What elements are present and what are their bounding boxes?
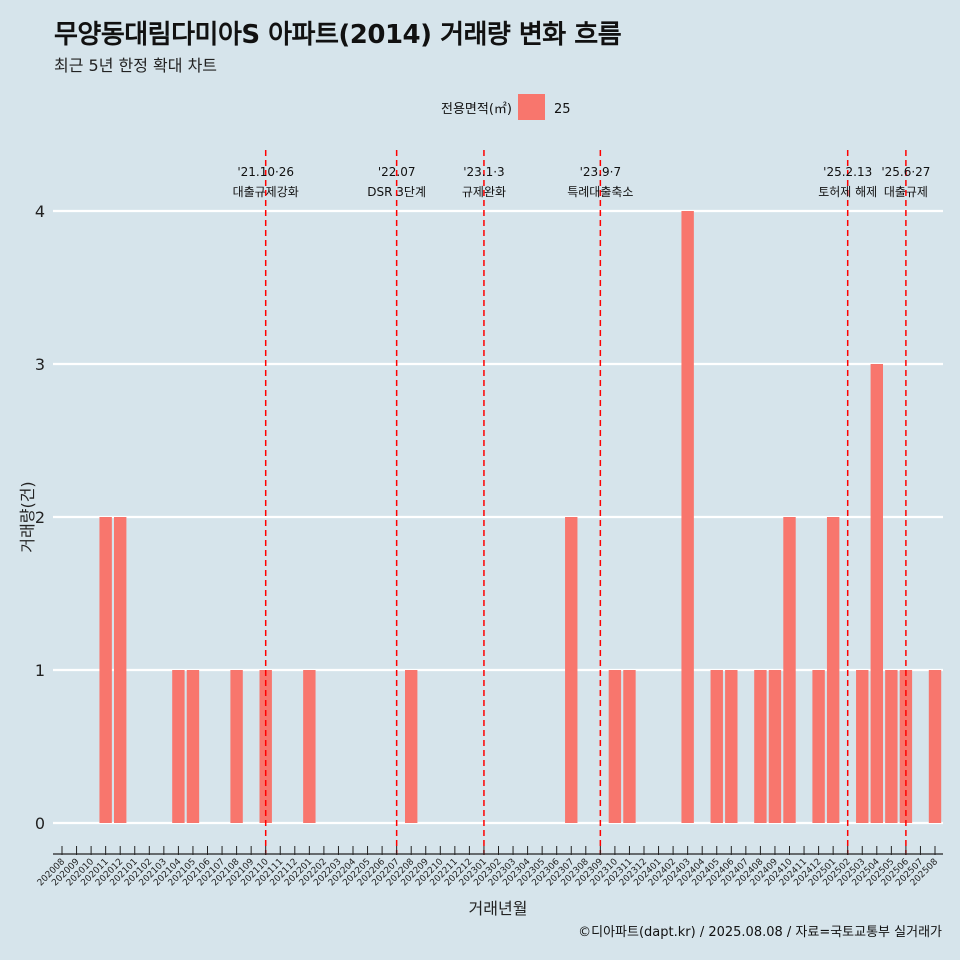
y-tick-label: 4	[35, 202, 45, 221]
bar	[623, 670, 636, 823]
chart-subtitle: 최근 5년 한정 확대 차트	[54, 56, 218, 75]
event-date-label: '23.1·3	[463, 165, 504, 179]
bar	[885, 670, 898, 823]
legend-title: 전용면적(㎡)	[441, 102, 512, 117]
event-layer: '21.10·26 대출규제강화 '22.07 DSR 3단계 '23.1·3 규제완화 '…	[233, 150, 930, 855]
chart-title: 무양동대림다미아S 아파트(2014) 거래량 변화 흐름	[54, 20, 622, 50]
event-label: DSR 3단계	[367, 185, 426, 199]
y-tick-label: 2	[35, 508, 45, 527]
event-date-label: '22.07	[378, 165, 416, 179]
bar	[99, 517, 112, 823]
event-label: 규제완화	[462, 185, 506, 199]
legend-swatch	[518, 94, 545, 120]
bar	[826, 517, 840, 823]
y-tick-label: 1	[35, 661, 45, 680]
y-tick-label: 3	[35, 355, 45, 374]
bar	[928, 670, 942, 823]
legend-label: 25	[554, 102, 571, 117]
bar	[114, 517, 127, 823]
bar	[783, 517, 796, 823]
bar	[710, 670, 723, 823]
bar	[768, 670, 782, 823]
event-label: 토허제 해제	[818, 185, 877, 199]
y-axis-title: 거래량(건)	[18, 481, 37, 552]
bar	[870, 364, 883, 823]
bar	[754, 670, 767, 823]
bar	[259, 670, 272, 823]
event-date-label: '25.2.13	[823, 165, 872, 179]
bar	[608, 670, 622, 823]
bar-layer	[99, 211, 942, 823]
x-axis-title: 거래년월	[469, 899, 528, 918]
bar	[172, 670, 185, 823]
event-label: 특례대출축소	[567, 185, 633, 199]
event-label: 대출규제강화	[233, 185, 299, 199]
bar	[565, 517, 578, 823]
y-tick-label: 0	[35, 814, 45, 833]
event-date-label: '21.10·26	[237, 165, 294, 179]
bar	[856, 670, 869, 823]
bar	[230, 670, 243, 823]
bar	[681, 211, 694, 823]
bar	[303, 670, 316, 823]
bar	[725, 670, 738, 823]
bar	[812, 670, 825, 823]
event-date-label: '25.6·27	[881, 165, 930, 179]
bar	[899, 670, 913, 823]
grid-layer	[53, 209, 943, 825]
bar	[405, 670, 418, 823]
axis-layer: 0123420200820200920201020201120201220210…	[35, 202, 943, 888]
event-label: 대출규제	[884, 185, 928, 199]
legend: 전용면적(㎡) 25	[441, 94, 571, 120]
source-caption: ©디아파트(dapt.kr) / 2025.08.08 / 자료=국토교통부 실…	[578, 925, 942, 940]
bar	[186, 670, 200, 823]
event-date-label: '23.9·7	[580, 165, 621, 179]
